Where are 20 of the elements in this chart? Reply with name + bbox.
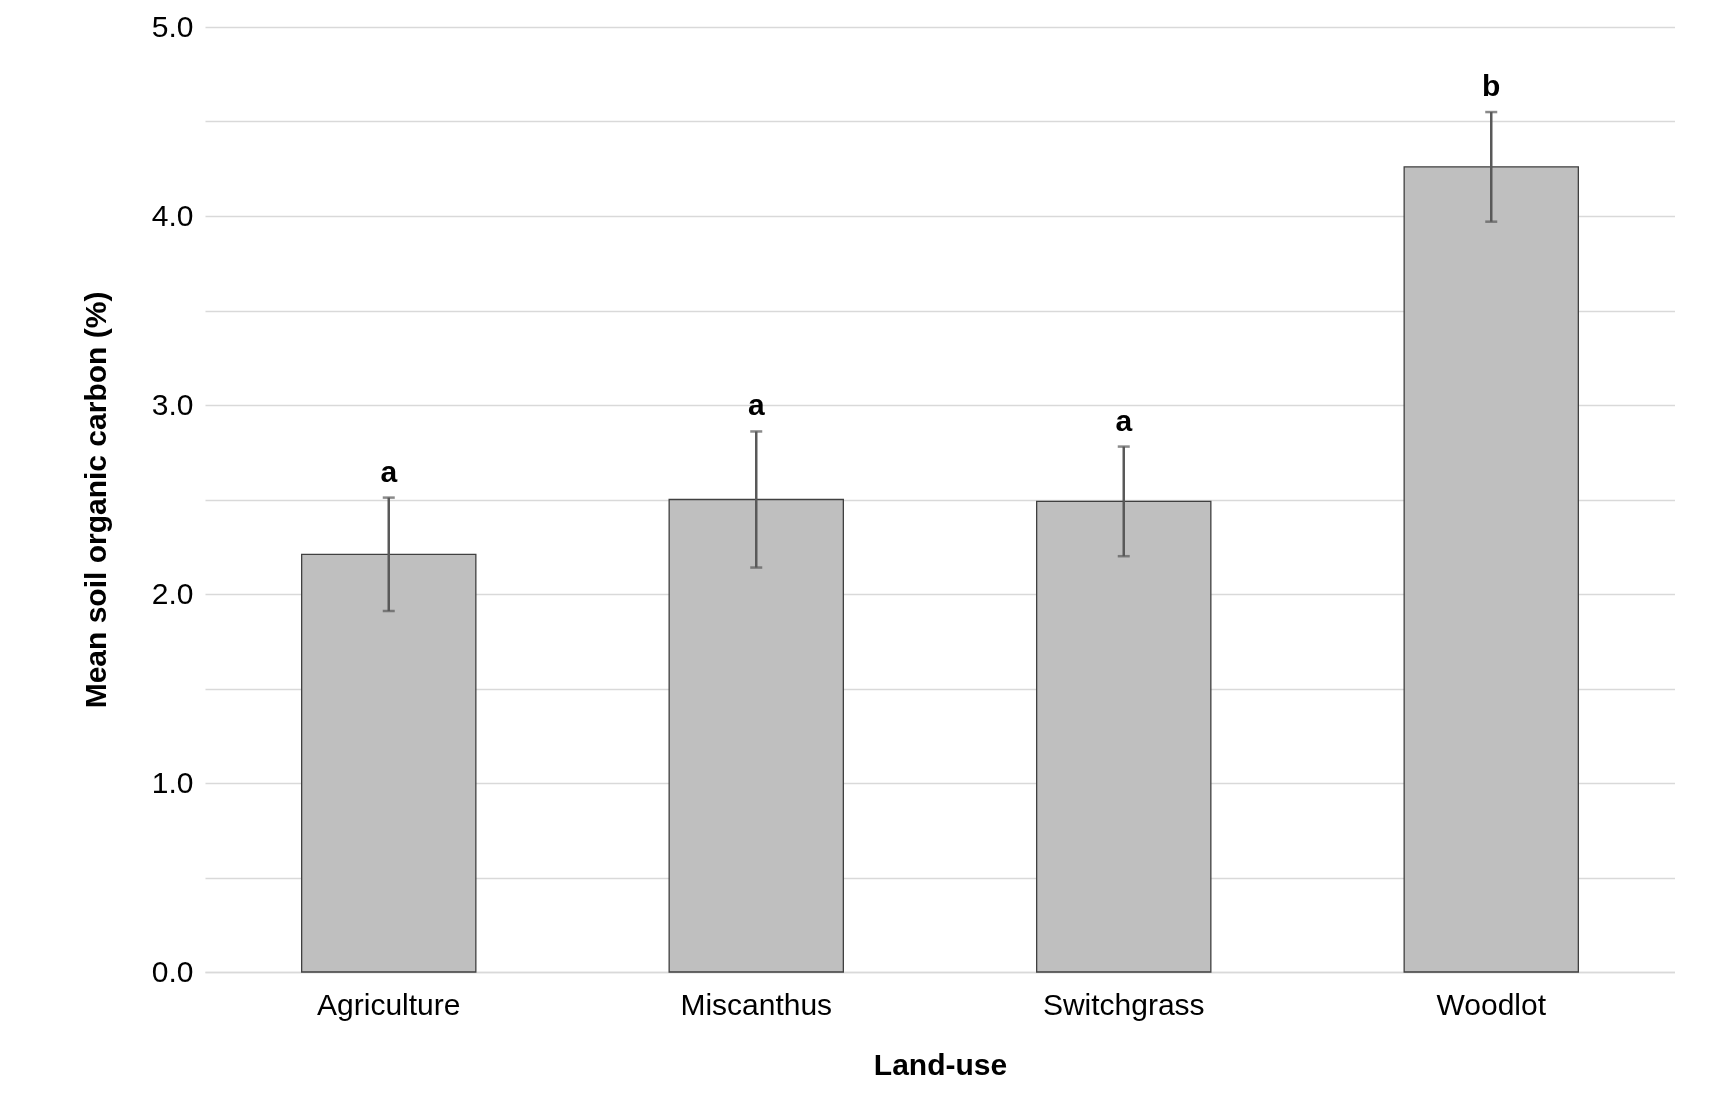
y-tick-label: 4.0	[151, 198, 194, 232]
x-tick-label: Switchgrass	[1042, 987, 1205, 1021]
y-tick-label: 3.0	[151, 387, 194, 421]
bar	[301, 553, 477, 973]
y-tick-label: 2.0	[151, 576, 194, 610]
x-tick-label: Miscanthus	[680, 987, 833, 1021]
y-tick-label: 5.0	[151, 9, 194, 43]
bar	[1403, 166, 1579, 973]
annotation: a	[1115, 403, 1133, 437]
y-tick-label: 0.0	[151, 954, 194, 988]
y-axis-title: Mean soil organic carbon (%)	[78, 291, 112, 709]
bar	[1036, 500, 1212, 973]
annotation: a	[747, 388, 765, 422]
bar	[668, 498, 844, 973]
annotation: b	[1482, 69, 1501, 103]
x-tick-label: Agriculture	[317, 987, 461, 1021]
x-axis-title: Land-use	[873, 1047, 1008, 1081]
y-tick-label: 1.0	[151, 765, 194, 799]
annotation: a	[380, 454, 398, 488]
x-tick-label: Woodlot	[1436, 987, 1547, 1021]
